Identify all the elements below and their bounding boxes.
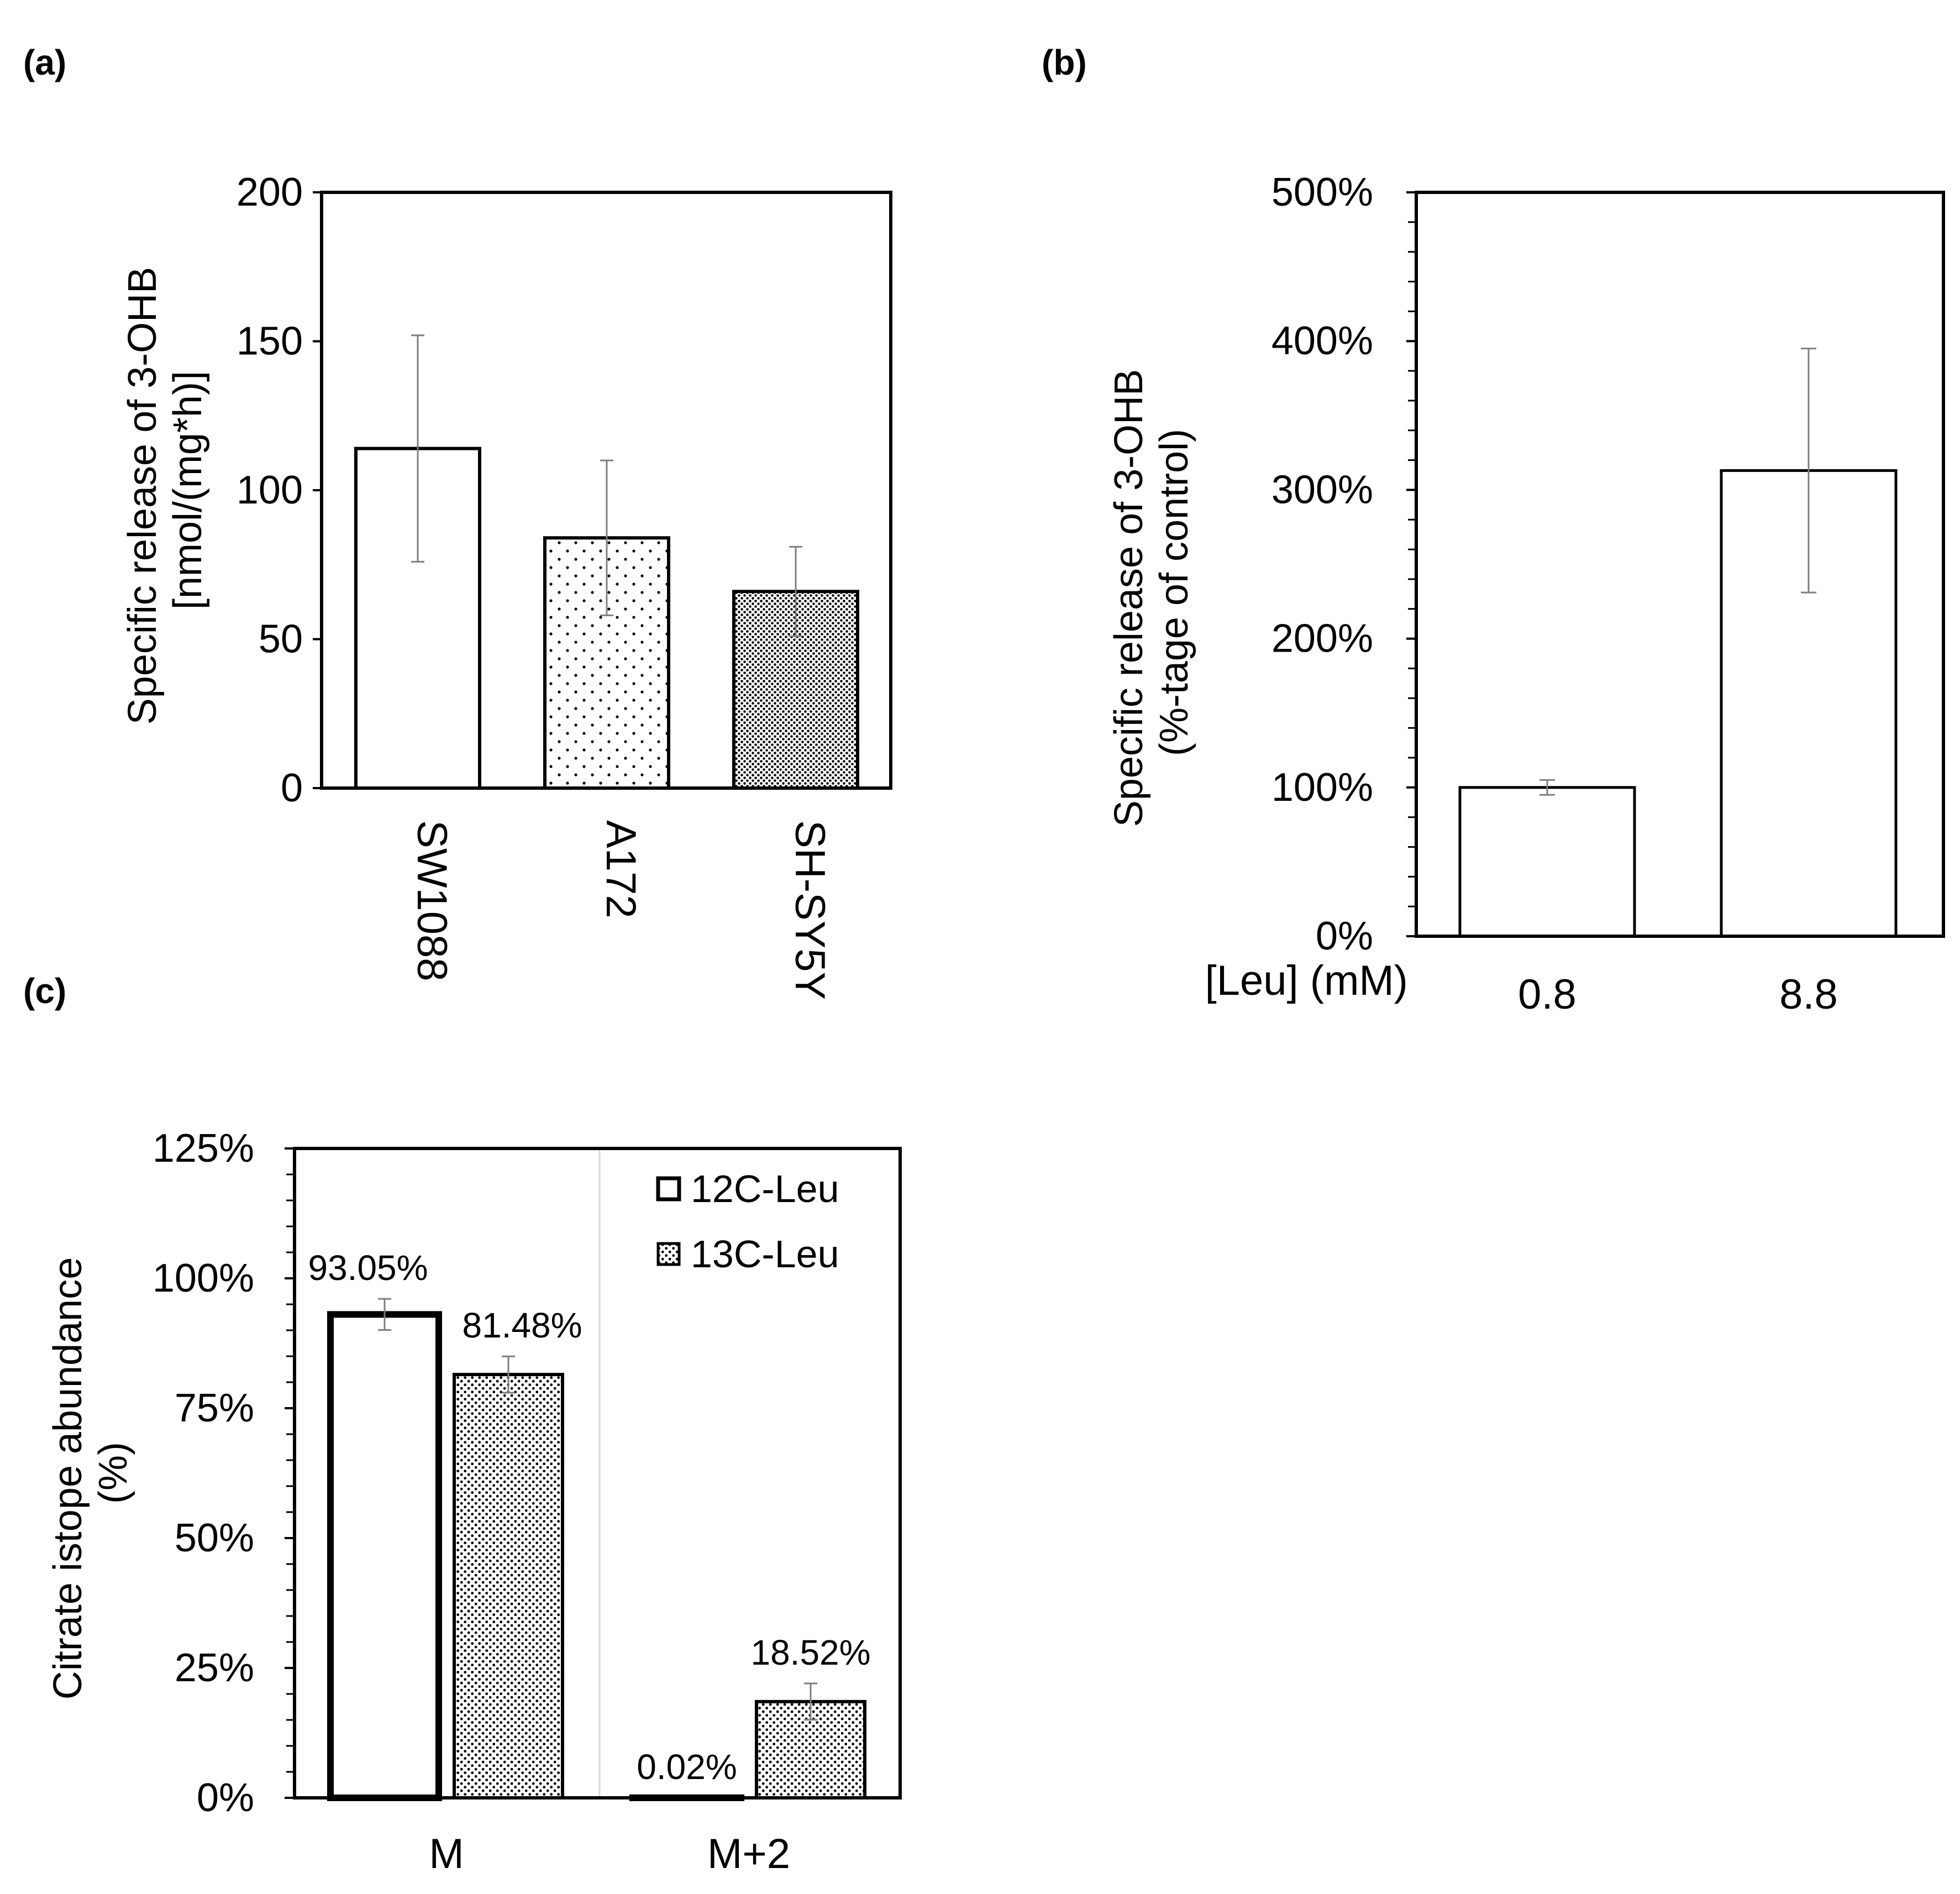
y-tick-25pct: 25%	[175, 1646, 295, 1690]
panel-c-label: (c)	[23, 971, 66, 1011]
y-tick-label: 100%	[153, 1256, 254, 1300]
error-bar-a172	[600, 459, 613, 616]
y-tick-100pct: 100%	[1271, 765, 1416, 810]
bar-m-12c	[327, 1311, 442, 1802]
legend-label-12c: 12C-Leu	[691, 1167, 839, 1210]
error-bar-m-13c	[502, 1355, 515, 1394]
panel-c-legend: 12C-Leu 13C-Leu	[656, 1167, 839, 1276]
y-tick-200: 200	[237, 170, 322, 214]
y-tick-label: 75%	[175, 1386, 254, 1430]
legend-label-13c: 13C-Leu	[691, 1232, 839, 1276]
y-title-line-2: [nmol/(mg*h)]	[166, 371, 210, 610]
y-tick-label: 125%	[153, 1126, 254, 1171]
y-tick-label: 500%	[1271, 170, 1373, 214]
bar-m2-13c	[755, 1699, 866, 1800]
x-label-m2: M+2	[707, 1830, 790, 1877]
panel-c-plot-frame	[293, 1147, 902, 1799]
y-tick-label: 100	[237, 468, 303, 512]
panel-b-label: (b)	[1042, 43, 1087, 82]
panel-b-x-axis-title: [Leu] (mM)	[1205, 957, 1408, 1004]
y-tick-label: 100%	[1271, 765, 1373, 810]
panel-b-y-ticks: 0% 100% 200% 300% 400% 500%	[1271, 170, 1416, 958]
y-tick-300pct: 300%	[1271, 468, 1416, 512]
error-bar-m-12c	[378, 1298, 391, 1331]
panel-c: (c) 93.05% 81.48% 0.02% 18.52% 0% 25% 50…	[23, 971, 902, 1877]
y-tick-500pct: 500%	[1271, 170, 1416, 214]
panel-b-error-bars	[1539, 348, 1816, 796]
bar-0-8	[1458, 786, 1636, 938]
panel-c-minor-ticks	[286, 1147, 295, 1799]
y-tick-label: 0	[281, 766, 303, 810]
error-bar-sw1088	[411, 334, 424, 563]
panel-a-x-labels: SW1088 A172 SH-SY5Y	[408, 820, 833, 1000]
data-label-m2-12c: 0.02%	[637, 1747, 737, 1787]
x-label-a172: A172	[597, 820, 644, 919]
y-tick-400pct: 400%	[1271, 319, 1416, 363]
panel-c-data-labels: 93.05% 81.48% 0.02% 18.52%	[308, 1248, 870, 1787]
y-tick-label: 0%	[1316, 914, 1373, 958]
panel-b-bars	[1458, 469, 1898, 938]
y-tick-label: 0%	[197, 1776, 254, 1820]
y-tick-100pct: 100%	[153, 1256, 295, 1300]
y-tick-150: 150	[237, 319, 322, 364]
y-tick-75pct: 75%	[175, 1386, 295, 1430]
y-tick-0pct: 0%	[1316, 914, 1416, 958]
panel-a-y-ticks: 0 50 100 150 200	[237, 170, 322, 810]
legend-swatch-13c	[656, 1242, 681, 1266]
panel-b-plot-frame	[1415, 191, 1945, 938]
panel-a-error-bars	[411, 334, 802, 637]
panel-a-label: (a)	[23, 43, 66, 82]
y-tick-label: 50%	[175, 1516, 254, 1560]
panel-c-x-labels: M M+2	[429, 1830, 790, 1877]
y-tick-125pct: 125%	[153, 1126, 295, 1171]
error-bar-0-8	[1539, 779, 1555, 796]
panel-a-y-axis-title: Specific release of 3-OHB [nmol/(mg*h)]	[120, 256, 210, 725]
error-bar-m2-13c	[804, 1682, 817, 1721]
panel-b-x-labels: 0.8 8.8	[1518, 971, 1838, 1018]
y-tick-200pct: 200%	[1271, 617, 1416, 661]
x-label-sh-sy5y: SH-SY5Y	[786, 820, 833, 1000]
legend-swatch-12c	[656, 1176, 681, 1202]
y-tick-100: 100	[237, 468, 322, 512]
error-bar-8-8	[1801, 348, 1816, 594]
y-tick-label: 300%	[1271, 468, 1373, 512]
panel-c-y-ticks: 0% 25% 50% 75% 100% 125%	[153, 1126, 295, 1820]
error-bar-sh-sy5y	[789, 545, 802, 637]
data-label-m-12c: 93.05%	[308, 1248, 428, 1288]
y-tick-label: 200%	[1271, 617, 1373, 661]
x-label-sw1088: SW1088	[408, 820, 455, 982]
x-label-0-8: 0.8	[1518, 971, 1577, 1018]
x-label-8-8: 8.8	[1779, 971, 1838, 1018]
panel-c-y-axis-title: Citrate istope abundance (%)	[46, 1246, 135, 1700]
panel-a: (a) 0 50 100 150 200 SW1088 A172 SH-SY5Y…	[23, 43, 892, 1000]
y-tick-label: 150	[237, 319, 303, 364]
panel-b: (b) 0% 100% 200% 300% 400% 500% 0.8 8.8 …	[1042, 43, 1945, 1018]
y-tick-50pct: 50%	[175, 1516, 295, 1560]
bar-m-13c	[453, 1373, 564, 1799]
data-label-m-13c: 81.48%	[462, 1305, 582, 1345]
y-tick-0pct: 0%	[197, 1776, 295, 1820]
y-title-line-2: (%)	[91, 1442, 135, 1504]
y-title-line-2: (%-tage of control)	[1152, 429, 1196, 756]
y-tick-label: 50	[259, 617, 303, 662]
panel-b-y-axis-title: Specific release of 3-OHB (%-tage of con…	[1107, 358, 1196, 827]
data-label-m2-13c: 18.52%	[750, 1633, 870, 1672]
x-label-m: M	[429, 1830, 464, 1877]
y-tick-label: 200	[237, 170, 303, 214]
y-title-line-1: Specific release of 3-OHB	[120, 267, 165, 725]
panel-c-bars	[327, 1311, 866, 1802]
y-tick-50: 50	[259, 617, 322, 662]
y-title-line-1: Specific release of 3-OHB	[1107, 369, 1151, 827]
panel-c-error-bars	[378, 1298, 817, 1721]
y-tick-label: 400%	[1271, 319, 1373, 363]
y-tick-0: 0	[281, 766, 322, 810]
y-tick-label: 25%	[175, 1646, 254, 1690]
y-title-line-1: Citrate istope abundance	[46, 1257, 90, 1700]
